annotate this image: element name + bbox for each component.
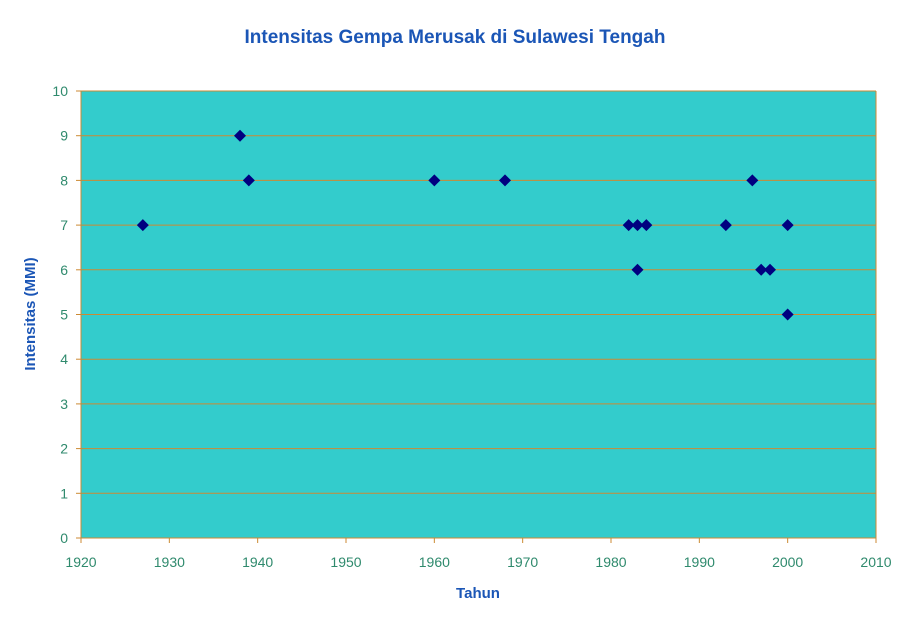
data-point-diamond <box>428 174 441 187</box>
y-tick-label: 2 <box>60 441 68 457</box>
data-point-diamond <box>755 263 768 276</box>
data-point-diamond <box>781 219 794 232</box>
x-tick-label: 1950 <box>330 554 361 570</box>
y-tick-label: 3 <box>60 396 68 412</box>
data-point-diamond <box>631 219 644 232</box>
data-point-diamond <box>631 263 644 276</box>
x-tick-label: 1980 <box>595 554 626 570</box>
y-tick-label: 7 <box>60 217 68 233</box>
data-point-diamond <box>622 219 635 232</box>
x-tick-label: 1970 <box>507 554 538 570</box>
data-point-diamond <box>746 174 759 187</box>
x-tick-label: 1960 <box>419 554 450 570</box>
data-point-diamond <box>764 263 776 276</box>
x-tick-label: 1940 <box>242 554 273 570</box>
data-point-diamond <box>234 129 246 142</box>
x-tick-labels: 1920 1930 1940 1950 1960 1970 1980 1990 2000 2010 <box>65 554 891 570</box>
y-tick-label: 1 <box>60 485 68 501</box>
data-point-diamond <box>781 308 794 321</box>
x-tick-label: 2010 <box>860 554 891 570</box>
y-tick-label: 8 <box>60 172 68 188</box>
axes <box>76 90 877 543</box>
y-tick-label: 6 <box>60 262 68 278</box>
y-tick-label: 0 <box>60 530 68 546</box>
chart-title: Intensitas Gempa Merusak di Sulawesi Ten… <box>245 27 666 48</box>
x-tick-label: 1920 <box>65 554 96 570</box>
y-tick-label: 9 <box>60 128 68 144</box>
x-tick-label: 1930 <box>154 554 185 570</box>
x-tick-label: 1990 <box>684 554 715 570</box>
y-tick-label: 4 <box>60 351 68 367</box>
data-point-diamond <box>719 219 732 232</box>
data-point-diamond <box>136 219 149 232</box>
data-point-diamond <box>242 174 255 187</box>
y-tick-labels: 0 1 2 3 4 5 6 7 8 9 10 <box>52 83 68 546</box>
x-tick-label: 2000 <box>772 554 803 570</box>
y-tick-label: 10 <box>52 83 68 99</box>
data-point-diamond <box>640 219 653 232</box>
y-axis-title: Intensitas (MMI) <box>22 257 39 370</box>
x-axis-title: Tahun <box>456 585 500 602</box>
data-points <box>136 129 794 321</box>
y-tick-label: 5 <box>60 307 68 323</box>
data-point-diamond <box>499 174 511 187</box>
